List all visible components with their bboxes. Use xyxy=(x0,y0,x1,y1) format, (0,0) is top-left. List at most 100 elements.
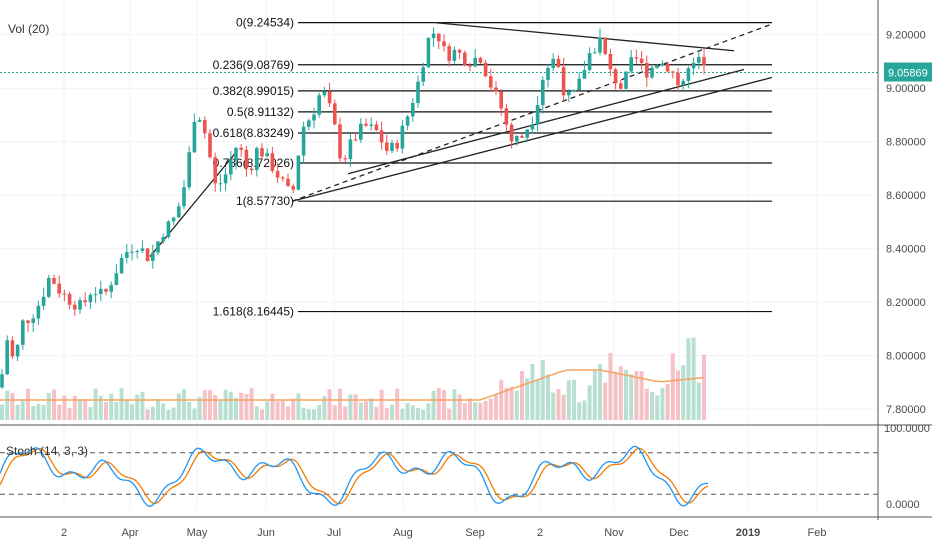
candle-body xyxy=(47,277,51,297)
volume-bar xyxy=(72,395,77,420)
candle-body xyxy=(83,300,87,303)
volume-bar xyxy=(410,405,415,420)
candle-body xyxy=(156,241,160,253)
candle-body xyxy=(452,49,457,61)
candle-body xyxy=(676,72,680,86)
volume-bar xyxy=(681,365,686,420)
candle-body xyxy=(457,49,462,53)
volume-bar xyxy=(135,394,140,420)
candle-body xyxy=(608,54,613,70)
volume-bar xyxy=(462,402,467,420)
candle-body xyxy=(634,57,639,59)
candle-body xyxy=(291,186,295,190)
volume-bar xyxy=(280,400,285,420)
volume-bar xyxy=(197,396,202,420)
candle-body xyxy=(265,153,269,157)
volume-bar xyxy=(249,388,254,420)
candle-body xyxy=(395,142,399,149)
candle-body xyxy=(619,83,623,89)
candle-body xyxy=(161,236,165,242)
volume-bar xyxy=(447,408,452,420)
candle-body xyxy=(426,37,431,68)
candle-body xyxy=(385,142,389,151)
volume-bar xyxy=(405,403,410,420)
time-tick-label: 2 xyxy=(537,527,543,539)
candle-body xyxy=(26,320,30,323)
candle-body xyxy=(135,250,139,252)
volume-bar xyxy=(374,406,379,420)
volume-bar xyxy=(457,394,462,420)
volume-bar xyxy=(426,403,431,420)
candle-body xyxy=(239,147,243,150)
time-tick-label: May xyxy=(187,527,208,539)
volume-bar xyxy=(275,401,280,420)
volume-bar xyxy=(332,405,337,420)
candle-body xyxy=(483,62,488,77)
candle-body xyxy=(260,148,264,157)
candle-body xyxy=(405,116,410,126)
volume-bar xyxy=(140,391,145,420)
volume-bar xyxy=(31,405,36,420)
volume-bar xyxy=(213,395,218,420)
fib-level-label: 1(8.57730) xyxy=(236,194,294,208)
candle-body xyxy=(577,78,581,91)
volume-bar xyxy=(296,393,301,420)
candle-body xyxy=(639,58,644,63)
stoch-d-line xyxy=(0,447,709,505)
volume-bar xyxy=(0,404,4,420)
time-tick-label: Jul xyxy=(327,527,341,539)
volume-bar xyxy=(62,395,67,420)
volume-bar xyxy=(130,404,134,420)
candle-body xyxy=(119,257,124,274)
fib-level-label: 0.786(8.72026) xyxy=(213,156,294,170)
candle-body xyxy=(62,293,67,295)
volume-bar xyxy=(483,400,488,420)
candle-body xyxy=(255,148,259,171)
candle-body xyxy=(551,58,555,68)
volume-bar xyxy=(525,378,530,420)
candle-body xyxy=(145,248,150,261)
candle-body xyxy=(93,294,98,296)
volume-bar xyxy=(431,390,436,420)
candle-body xyxy=(234,147,238,161)
volume-indicator-label[interactable]: Vol (20) xyxy=(8,22,49,36)
candle-body xyxy=(322,91,327,96)
candle-body xyxy=(613,69,618,84)
volume-bar xyxy=(421,409,426,420)
volume-bar xyxy=(660,387,665,420)
candle-body xyxy=(499,91,503,109)
volume-bar xyxy=(655,395,660,420)
volume-bar xyxy=(634,371,639,420)
volume-bar xyxy=(166,409,171,420)
volume-bar xyxy=(260,409,264,420)
candle-body xyxy=(203,119,207,134)
fib-level-label: 0.236(9.08769) xyxy=(213,58,294,72)
candle-body xyxy=(229,160,233,175)
trendline xyxy=(291,76,773,202)
candle-body xyxy=(671,71,675,73)
candle-body xyxy=(5,340,9,375)
candle-body xyxy=(556,58,561,68)
fib-level-label: 0.618(8.83249) xyxy=(213,126,294,140)
candle-body xyxy=(333,103,337,125)
volume-bar xyxy=(57,404,62,420)
fib-level-label: 0.382(8.99015) xyxy=(213,84,294,98)
candle-body xyxy=(525,129,529,138)
candle-body xyxy=(603,37,607,55)
volume-bar xyxy=(202,390,207,420)
volume-bar xyxy=(52,389,56,420)
volume-bar xyxy=(416,407,420,420)
stochastic-indicator-label[interactable]: Stoch (14, 3, 3) xyxy=(6,444,88,458)
volume-bar xyxy=(36,403,41,420)
candle-body xyxy=(587,53,592,71)
candle-body xyxy=(151,252,155,261)
candle-body xyxy=(681,80,685,86)
volume-bar xyxy=(306,409,311,420)
volume-bar xyxy=(312,409,316,420)
candle-body xyxy=(463,52,467,66)
volume-bar xyxy=(504,387,509,420)
volume-bar xyxy=(67,408,72,420)
volume-bar xyxy=(327,389,332,420)
volume-bar xyxy=(109,393,114,420)
